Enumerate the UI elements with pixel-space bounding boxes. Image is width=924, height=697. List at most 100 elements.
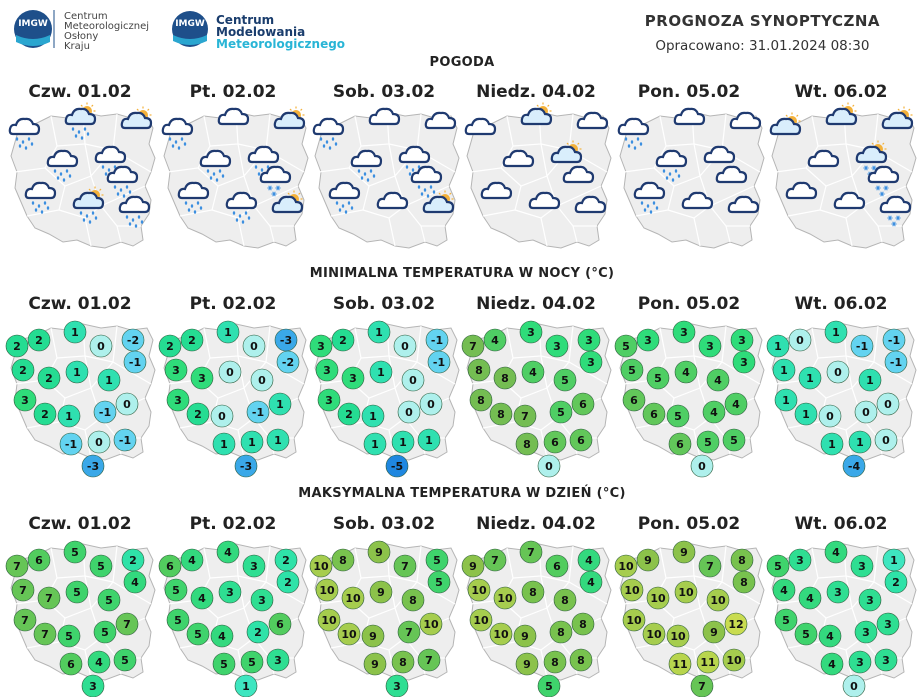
temperature-bubble: 7 (11, 578, 35, 602)
temperature-bubble: 4 (521, 360, 545, 384)
temperature-value: -1 (129, 356, 141, 369)
temperature-value: 5 (435, 576, 443, 589)
temperature-bubble: 1 (772, 358, 796, 382)
logo1-line: Meteorologicznej (64, 21, 150, 32)
cloud-icon (807, 149, 840, 168)
cloud-icon (273, 111, 306, 130)
temperature-bubble: 3 (826, 580, 850, 604)
temperature-value: 6 (551, 436, 559, 449)
temperature-bubble: 11 (696, 650, 720, 674)
temperature-bubble: 1 (361, 404, 385, 428)
temperature-value: 4 (131, 576, 139, 589)
temperature-bubble: 8 (489, 402, 513, 426)
temperature-bubble: 2 (121, 548, 145, 572)
temperature-bubble: 2 (331, 328, 355, 352)
temperature-bubble: 8 (467, 358, 491, 382)
temperature-bubble: 5 (646, 366, 670, 390)
temperature-bubble: -3 (81, 454, 105, 478)
temperature-value: 5 (174, 614, 182, 627)
temperature-bubble: 6 (668, 432, 692, 456)
temperature-value: 7 (698, 680, 706, 693)
temperature-bubble: 3 (874, 648, 898, 672)
rain-icon (184, 201, 203, 214)
temperature-value: 2 (19, 364, 27, 377)
cloud-icon (715, 165, 748, 184)
temperature-bubble: -3 (234, 454, 258, 478)
cloud-icon (199, 149, 232, 168)
partly-cloudy-icon (271, 190, 304, 214)
temperature-value: 3 (317, 340, 325, 353)
temperature-value: 8 (738, 554, 746, 567)
temperature-bubble: 5 (614, 334, 638, 358)
temperature-bubble: 4 (216, 540, 240, 564)
temperature-value: 7 (491, 554, 499, 567)
cloud-icon (881, 111, 914, 130)
temperature-value: -1 (65, 438, 77, 451)
cloud-icon (574, 195, 607, 214)
temperature-bubble: 0 (842, 674, 866, 697)
rain-icon (232, 211, 251, 224)
logo2-text: Centrum Modelowania Meteorologicznego (216, 14, 345, 50)
temperature-bubble: 2 (158, 334, 182, 358)
temperature-value: 1 (375, 326, 383, 339)
temperature-bubble: -1 (850, 334, 874, 358)
temperature-value: 4 (529, 366, 537, 379)
temperature-bubble: -4 (842, 454, 866, 478)
temperature-bubble: 6 (571, 392, 595, 416)
day-label: Sob. 03.02 (332, 294, 436, 314)
cloud-rain-icon (118, 195, 151, 228)
cloud-icon (161, 117, 194, 136)
temperature-value: 5 (704, 436, 712, 449)
temperature-bubble: 4 (210, 624, 234, 648)
cloud-icon (633, 181, 666, 200)
temperature-bubble: 6 (27, 548, 51, 572)
temperature-value: 1 (105, 374, 113, 387)
temperature-value: 8 (557, 626, 565, 639)
temperature-value: 5 (105, 594, 113, 607)
temperature-value: 5 (433, 554, 441, 567)
temperature-value: 0 (226, 366, 234, 379)
temperature-value: 5 (654, 372, 662, 385)
temperature-bubble: 8 (553, 588, 577, 612)
temperature-value: 3 (680, 326, 688, 339)
temperature-bubble: 1 (216, 320, 240, 344)
temperature-value: 3 (226, 586, 234, 599)
temperature-value: 9 (375, 546, 383, 559)
temperature-bubble: 0 (242, 334, 266, 358)
temperature-bubble: -5 (385, 454, 409, 478)
cloud-icon (247, 145, 280, 164)
temperature-value: 4 (188, 554, 196, 567)
temperature-value: 0 (97, 340, 105, 353)
temperature-value: -1 (99, 406, 111, 419)
temperature-bubble: 10 (341, 586, 365, 610)
temperature-bubble: 1 (774, 388, 798, 412)
cloud-rain-icon (633, 181, 666, 214)
temperature-bubble: 8 (401, 588, 425, 612)
prepared-timestamp: Opracowano: 31.01.2024 08:30 (655, 38, 870, 54)
temperature-bubble: 5 (666, 404, 690, 428)
temperature-value: 8 (409, 594, 417, 607)
max-temp-map: 10 8 9 7 5 5 10 10 9 8 10 10 9 7 10 9 8 7 3 (309, 538, 461, 697)
cloud-icon (729, 111, 762, 130)
cloud-icon (177, 181, 210, 200)
cloud-icon (502, 149, 535, 168)
temperature-bubble: 3 (848, 650, 872, 674)
temperature-value: 5 (71, 546, 79, 559)
temperature-value: 9 (377, 586, 385, 599)
temperature-value: 2 (166, 340, 174, 353)
temperature-value: 0 (698, 460, 706, 473)
cloud-icon (617, 117, 650, 136)
min-temp-map: 2 2 1 0 -2 -1 2 2 1 1 3 2 1 -1 0 -1 0 -1 -3 (5, 318, 157, 478)
temperature-value: 3 (198, 372, 206, 385)
temperature-bubble: 4 (798, 586, 822, 610)
temperature-value: 1 (802, 408, 810, 421)
temperature-value: 5 (101, 626, 109, 639)
cloud-icon (24, 181, 57, 200)
temperature-bubble: 10 (674, 580, 698, 604)
temperature-value: -5 (391, 460, 403, 473)
cloud-icon (217, 107, 250, 126)
rain-icon (357, 169, 376, 182)
temperature-bubble: 8 (569, 648, 593, 672)
